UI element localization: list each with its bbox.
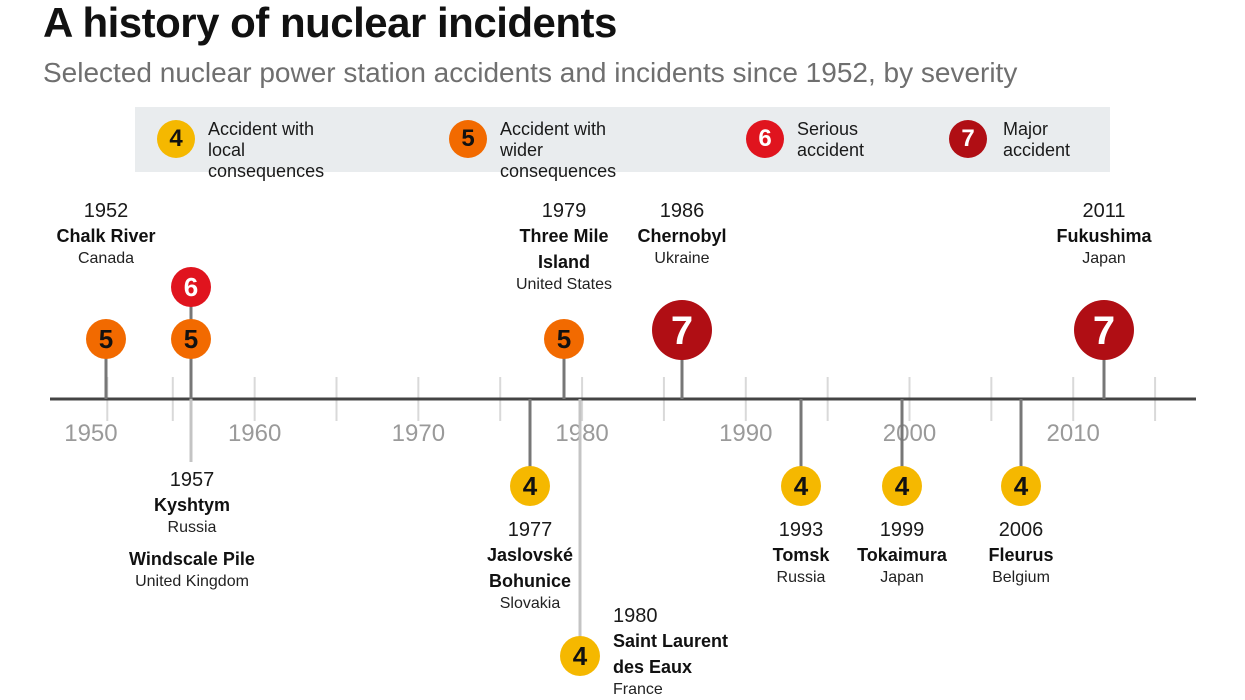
event-label-tokaimura: 1999 Tokaimura Japan (857, 518, 947, 588)
event-name: Kyshtym (153, 495, 231, 515)
severity-badge-tokaimura (882, 466, 922, 506)
axis-tick-label: 2010 (1047, 420, 1100, 447)
event-country: Slovakia (499, 595, 561, 612)
event-country: Belgium (992, 569, 1050, 586)
severity-badge-fleurus (1001, 466, 1041, 506)
severity-badge-tomsk (781, 466, 821, 506)
event-name: Tomsk (772, 545, 830, 565)
page-title: A history of nuclear incidents (43, 0, 617, 46)
event-country: Japan (880, 569, 924, 586)
event-year: 1977 (507, 519, 553, 541)
severity-legend: 4 Accident with local consequences 5 Acc… (135, 107, 1110, 181)
severity-badge-value-saint-laurent: 4 (573, 641, 588, 671)
event-label-saint-laurent: 1980 Saint Laurent des Eaux France (613, 604, 728, 700)
event-label-fukushima: 2011 Fukushima Japan (1056, 199, 1151, 269)
severity-badge-value-fukushima: 7 (1093, 309, 1115, 353)
event-year: 1957 (169, 469, 215, 491)
event-name: Three Mile Island (519, 226, 609, 272)
severity-badge-jaslovske-bohunice (510, 466, 550, 506)
event-label-chalk-river: 1952 Chalk River Canada (56, 199, 155, 269)
axis-tick-label: 1980 (555, 420, 608, 447)
severity-badge-value-fleurus: 4 (1014, 471, 1029, 501)
axis-tick-label: 2000 (883, 420, 936, 447)
event-year: 1999 (879, 519, 925, 541)
severity-badge-fukushima (1074, 300, 1134, 360)
event-label-jaslovske-bohunice: 1977 Jaslovské Bohunice Slovakia (487, 518, 573, 614)
axis-tick-label: 1970 (392, 420, 445, 447)
event-label-kyshtym: 1957 Kyshtym Russia (154, 468, 230, 538)
event-name: Fukushima (1056, 226, 1152, 246)
event-country: Ukraine (654, 250, 710, 267)
event-year: 2011 (1082, 200, 1126, 222)
event-label-fleurus: 2006 Fleurus Belgium (988, 518, 1053, 588)
axis-tick-label: 1990 (719, 420, 772, 447)
axis-tick-label: 1960 (228, 420, 281, 447)
event-year: 1952 (83, 200, 129, 222)
event-country: Canada (77, 250, 135, 267)
axis-tick-label: 1950 (64, 420, 117, 447)
event-country: Japan (1082, 250, 1126, 267)
legend-label-7: Major accident (1003, 119, 1071, 160)
severity-badge-saint-laurent (560, 636, 600, 676)
event-name: Tokaimura (857, 545, 947, 565)
event-label-three-mile-island: 1979 Three Mile Island United States (516, 199, 612, 295)
legend-badge-5: 5 (449, 120, 487, 158)
legend-label-5: Accident with wider consequences (500, 119, 617, 181)
event-name: Chalk River (56, 226, 156, 246)
legend-badge-6: 6 (746, 120, 784, 158)
severity-badge-value-chernobyl: 7 (671, 309, 693, 353)
severity-badge-value-jaslovske-bohunice: 4 (523, 471, 538, 501)
event-label-tomsk: 1993 Tomsk Russia (773, 518, 830, 588)
event-year: 1979 (541, 200, 587, 222)
severity-badge-value-tokaimura: 4 (895, 471, 910, 501)
event-year: 1986 (659, 200, 705, 222)
legend-label-6: Serious accident (797, 119, 865, 160)
event-name: Windscale Pile (129, 549, 255, 569)
severity-badge-three-mile-island (544, 319, 584, 359)
event-name: Fleurus (988, 545, 1054, 565)
event-year: 1980 (613, 605, 658, 627)
event-country: Russia (167, 519, 217, 536)
event-country: France (613, 681, 663, 698)
severity-badge-chernobyl (652, 300, 712, 360)
severity-badge-value-three-mile-island: 5 (557, 324, 571, 354)
severity-badge-value-tomsk: 4 (794, 471, 809, 501)
page-subtitle: Selected nuclear power station accidents… (43, 57, 1018, 88)
severity-badge-value-chalk-river: 5 (99, 324, 113, 354)
severity-badge-chalk-river (86, 319, 126, 359)
event-country: Russia (776, 569, 826, 586)
severity-badge-kyshtym (171, 267, 211, 307)
event-name: Chernobyl (637, 226, 727, 246)
event-country: United States (515, 276, 613, 293)
event-label-chernobyl: 1986 Chernobyl Ukraine (637, 199, 726, 269)
event-name: Jaslovské Bohunice (486, 545, 574, 591)
severity-badge-value-windscale-pile: 5 (184, 324, 198, 354)
legend-label-4: Accident with local consequences (208, 119, 325, 181)
event-country: United Kingdom (135, 573, 249, 590)
event-name: Saint Laurent des Eaux (613, 631, 729, 677)
legend-badge-7: 7 (949, 120, 987, 158)
event-year: 2006 (998, 519, 1044, 541)
event-label-windscale-pile: Windscale Pile United Kingdom (129, 546, 255, 592)
event-year: 1993 (778, 519, 824, 541)
severity-badge-windscale-pile (171, 319, 211, 359)
legend-badge-4: 4 (157, 120, 195, 158)
severity-badge-value-kyshtym: 6 (184, 272, 198, 302)
